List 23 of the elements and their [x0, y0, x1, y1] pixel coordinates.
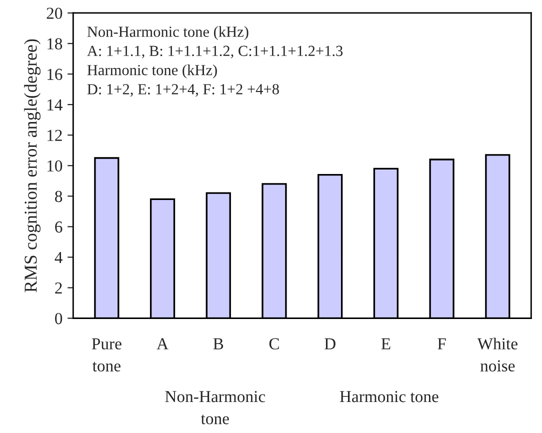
y-tick-label: 20 [46, 8, 62, 19]
y-tick-label: 18 [48, 38, 62, 50]
y-tick-label: 16 [48, 68, 62, 80]
x-tick-label: C [269, 338, 279, 350]
y-tick-label: 14 [48, 99, 62, 110]
y-tick-label: 8 [55, 190, 62, 202]
y-tick-label: 10 [48, 160, 62, 172]
y-tick-label: 12 [48, 130, 62, 141]
x-tick-label: White noise [477, 338, 518, 372]
x-tick-label: A [156, 338, 168, 350]
x-tick-label: Pure tone [92, 338, 122, 372]
y-tick-label: 0 [55, 312, 62, 324]
text: Harmonic tone [340, 391, 438, 402]
annotation: Non-Harmonic tone (kHz) A: 1+1.1, B: 1+1.1+1.2, C:1+1.1+1.2+1.3 Harmonic tone (kHz) D: 1+2, E: 1+2+4, F: 1+2 +4+8 [87, 26, 343, 97]
x-tick-label: D [324, 338, 336, 350]
y-tick-label: 4 [54, 252, 62, 263]
y-axis-title: RMS cognition error angle(degree) [24, 39, 41, 292]
y-tick-label: 6 [55, 221, 62, 233]
y-tick-label: 2 [55, 282, 62, 294]
x-tick-label: B [213, 338, 224, 350]
x-tick-label: F [438, 338, 446, 350]
x-tick-label: E [381, 338, 390, 350]
text: Non-Harmonic tone [165, 391, 266, 424]
